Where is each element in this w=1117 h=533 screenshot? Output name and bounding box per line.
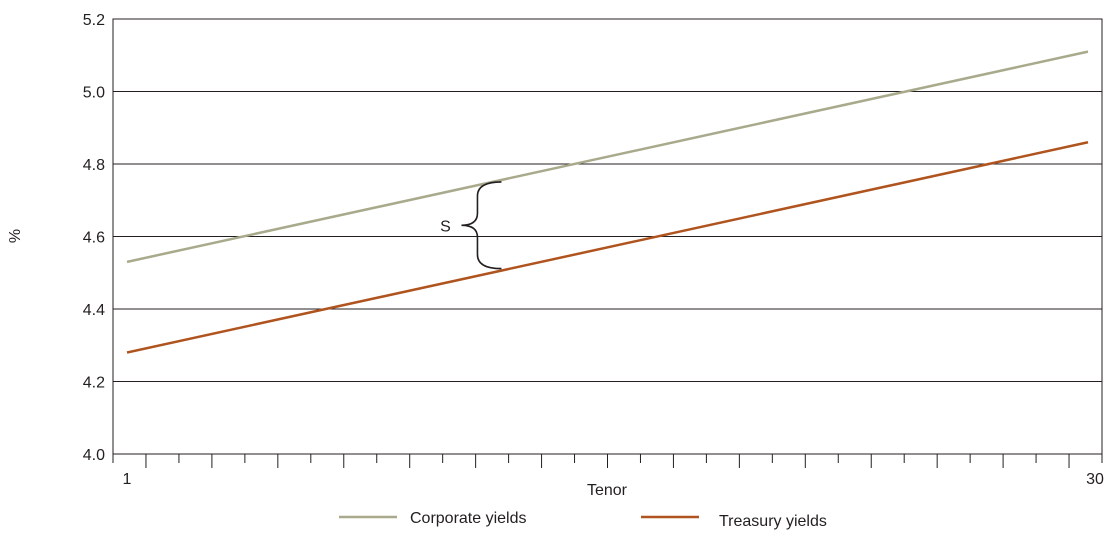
x-tick-label: 1	[123, 471, 132, 488]
series-lines	[126, 50, 1089, 354]
y-tick-label: 4.4	[83, 302, 105, 319]
y-axis-title: %	[7, 229, 24, 243]
y-tick-label: 4.0	[83, 447, 105, 464]
y-tick-label: 5.0	[83, 85, 105, 102]
y-tick-label: 4.6	[83, 230, 105, 247]
y-tick-label: 5.2	[83, 12, 105, 29]
legend: Corporate yields Treasury yields	[339, 510, 827, 530]
legend-label-corporate: Corporate yields	[410, 510, 527, 527]
series-line-treasury	[126, 141, 1089, 354]
spread-label: S	[440, 218, 451, 235]
y-tick-label: 4.2	[83, 375, 105, 392]
axes: 4.0 4.2 4.4 4.6 4.8 5.0 5.2 1 30	[83, 12, 1104, 488]
x-tick-label: 30	[1086, 471, 1104, 488]
spread-brace	[461, 181, 502, 270]
legend-label-treasury: Treasury yields	[719, 513, 827, 530]
y-tick-label: 4.8	[83, 157, 105, 174]
spread-annotation: S	[440, 181, 502, 270]
series-line-corporate	[126, 50, 1089, 264]
x-axis-title: Tenor	[587, 482, 628, 499]
gridlines	[113, 91, 1102, 382]
